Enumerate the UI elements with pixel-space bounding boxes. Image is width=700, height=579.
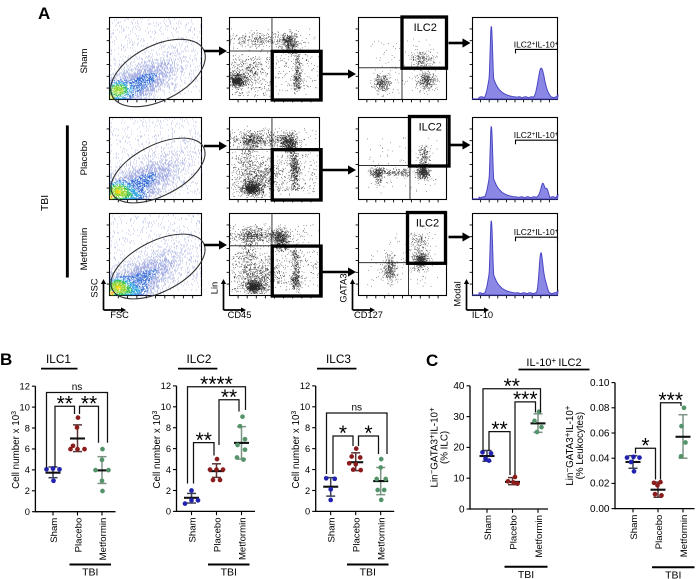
svg-text:Sham: Sham — [327, 517, 338, 542]
svg-text:TBI: TBI — [665, 569, 681, 579]
svg-text:TBI: TBI — [82, 567, 98, 579]
svg-text:4: 4 — [166, 465, 171, 475]
svg-text:Metformin: Metformin — [534, 515, 545, 558]
svg-text:8: 8 — [305, 423, 310, 433]
svg-text:**: ** — [57, 393, 73, 416]
svg-text:10: 10 — [453, 474, 465, 485]
svg-text:Sham: Sham — [79, 48, 90, 73]
svg-text:****: **** — [200, 373, 233, 396]
svg-text:Cell number x 103: Cell number x 103 — [291, 411, 302, 489]
svg-text:12: 12 — [161, 381, 171, 391]
svg-text:TBI: TBI — [39, 195, 51, 211]
svg-text:ns: ns — [351, 403, 362, 414]
svg-text:12: 12 — [20, 381, 30, 391]
svg-text:0.02: 0.02 — [590, 479, 610, 490]
svg-text:40: 40 — [453, 381, 465, 392]
svg-text:4: 4 — [305, 465, 310, 475]
svg-text:0.06: 0.06 — [590, 428, 610, 439]
svg-text:*: * — [364, 422, 372, 445]
svg-text:Placebo: Placebo — [508, 515, 519, 550]
svg-text:20: 20 — [453, 443, 465, 454]
svg-text:ILC1: ILC1 — [46, 352, 71, 366]
svg-text:C: C — [426, 351, 438, 370]
svg-text:6: 6 — [166, 444, 171, 454]
svg-text:4: 4 — [25, 465, 30, 475]
svg-text:*: * — [339, 422, 347, 445]
svg-text:6: 6 — [25, 444, 30, 454]
svg-text:Modal: Modal — [453, 281, 463, 306]
svg-text:CD45: CD45 — [228, 310, 252, 320]
svg-text:TBI: TBI — [221, 567, 237, 579]
svg-text:ILC3: ILC3 — [326, 352, 351, 366]
svg-text:Metformin: Metformin — [377, 517, 388, 560]
svg-text:ILC2: ILC2 — [419, 122, 442, 134]
svg-text:Placebo: Placebo — [212, 517, 223, 552]
svg-text:Placebo: Placebo — [79, 141, 90, 176]
svg-text:ILC2+IL-10+: ILC2+IL-10+ — [514, 130, 559, 140]
svg-text:ns: ns — [72, 382, 83, 393]
svg-text:30: 30 — [453, 412, 465, 423]
svg-text:**: ** — [504, 375, 520, 398]
svg-text:2: 2 — [166, 486, 171, 496]
svg-text:***: *** — [658, 389, 683, 412]
svg-text:2: 2 — [25, 486, 30, 496]
svg-text:0.10: 0.10 — [590, 378, 610, 389]
svg-text:Lin−GATA3+IL-10+: Lin−GATA3+IL-10+ — [428, 407, 441, 487]
svg-text:8: 8 — [166, 423, 171, 433]
svg-text:IL-10: IL-10 — [472, 310, 493, 320]
svg-text:Cell number x 103: Cell number x 103 — [152, 411, 163, 489]
svg-text:Sham: Sham — [629, 515, 640, 540]
svg-text:A: A — [38, 4, 50, 23]
svg-text:6: 6 — [305, 444, 310, 454]
svg-text:Metformin: Metformin — [679, 515, 690, 558]
svg-text:10: 10 — [161, 402, 171, 412]
svg-text:Placebo: Placebo — [654, 515, 665, 550]
svg-text:(% ILC): (% ILC) — [440, 431, 451, 464]
svg-text:0: 0 — [305, 507, 310, 517]
svg-text:***: *** — [513, 388, 538, 411]
svg-text:ILC2: ILC2 — [187, 352, 212, 366]
svg-text:Sham: Sham — [49, 518, 60, 543]
svg-text:Placebo: Placebo — [73, 518, 84, 553]
svg-text:Lin−GATA3+IL-10+: Lin−GATA3+IL-10+ — [563, 405, 576, 485]
svg-text:ILC2: ILC2 — [414, 22, 437, 34]
svg-text:12: 12 — [300, 381, 310, 391]
svg-text:Metformin: Metformin — [79, 228, 90, 271]
svg-text:SSC: SSC — [90, 278, 100, 297]
svg-text:Cell number x 103: Cell number x 103 — [11, 411, 22, 489]
svg-text:Lin: Lin — [210, 282, 220, 294]
svg-text:0.04: 0.04 — [590, 454, 610, 465]
svg-text:2: 2 — [305, 486, 310, 496]
svg-text:Metformin: Metformin — [98, 518, 109, 561]
svg-text:0: 0 — [25, 507, 30, 517]
svg-text:**: ** — [196, 429, 212, 452]
svg-text:10: 10 — [300, 402, 310, 412]
svg-text:Sham: Sham — [483, 515, 494, 540]
svg-text:GATA3: GATA3 — [339, 273, 349, 302]
svg-text:8: 8 — [25, 423, 30, 433]
svg-text:10: 10 — [20, 402, 30, 412]
svg-text:Sham: Sham — [187, 517, 198, 542]
svg-text:TBI: TBI — [360, 567, 376, 579]
svg-text:ILC2+IL-10+: ILC2+IL-10+ — [514, 39, 559, 49]
svg-text:**: ** — [221, 386, 237, 409]
svg-text:FSC: FSC — [110, 310, 129, 320]
svg-text:0.08: 0.08 — [590, 403, 610, 414]
svg-text:Placebo: Placebo — [352, 517, 363, 552]
svg-text:ILC2: ILC2 — [416, 218, 439, 230]
svg-text:(% Leukocytes): (% Leukocytes) — [575, 412, 586, 480]
svg-text:TBI: TBI — [518, 569, 534, 579]
svg-text:**: ** — [491, 418, 507, 441]
svg-text:0: 0 — [166, 507, 171, 517]
svg-text:B: B — [0, 350, 12, 369]
svg-text:0.00: 0.00 — [590, 504, 610, 515]
svg-text:**: ** — [81, 393, 97, 416]
svg-text:0: 0 — [459, 504, 465, 515]
svg-text:*: * — [641, 435, 649, 458]
svg-text:ILC2+IL-10+: ILC2+IL-10+ — [514, 227, 559, 237]
svg-text:Metformin: Metformin — [237, 517, 248, 560]
svg-text:IL-10+ ILC2: IL-10+ ILC2 — [526, 356, 581, 369]
svg-text:CD127: CD127 — [354, 310, 383, 320]
